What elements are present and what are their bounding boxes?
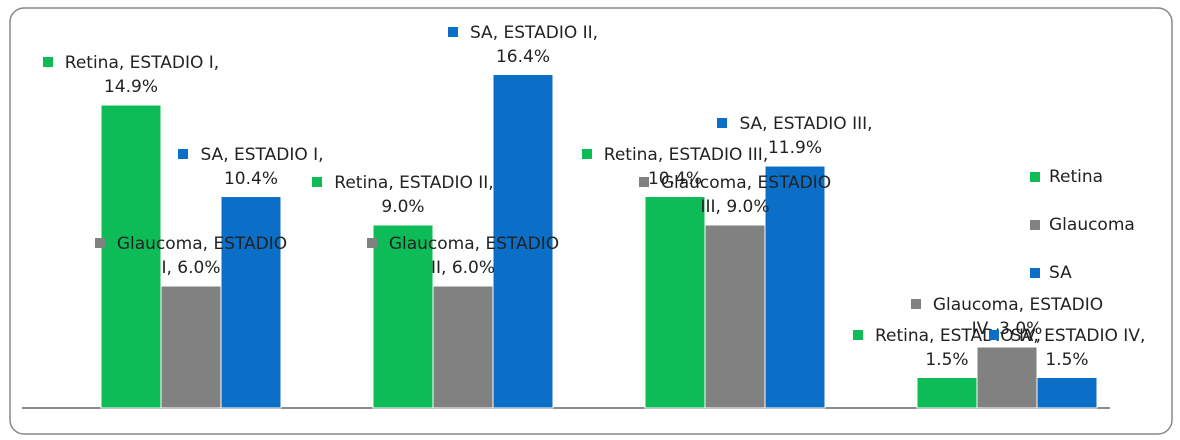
data-label: Retina, ESTADIO III, 10.4% bbox=[575, 143, 775, 191]
label-marker bbox=[178, 148, 189, 159]
label-marker bbox=[447, 26, 458, 37]
legend-label: Glaucoma bbox=[1049, 215, 1135, 235]
label-text: Glaucoma, ESTADIO I, 6.0% bbox=[116, 234, 288, 278]
bar bbox=[220, 196, 282, 409]
legend-label: Retina bbox=[1049, 167, 1103, 187]
label-text: Retina, ESTADIO III, 10.4% bbox=[603, 144, 769, 189]
chart-border bbox=[9, 7, 1173, 435]
data-label: Retina, ESTADIO II, 9.0% bbox=[303, 171, 503, 219]
label-text: SA, ESTADIO III, 11.9% bbox=[739, 114, 873, 159]
bar bbox=[764, 165, 826, 409]
label-marker bbox=[581, 148, 592, 159]
legend-marker bbox=[1030, 268, 1040, 278]
legend-marker bbox=[1030, 172, 1040, 182]
data-label: Retina, ESTADIO I, 14.9% bbox=[31, 51, 231, 99]
bar bbox=[372, 224, 434, 409]
bar bbox=[100, 104, 162, 409]
label-marker bbox=[42, 57, 53, 68]
data-label: SA, ESTADIO IV, 1.5% bbox=[967, 324, 1167, 372]
data-label: Glaucoma, ESTADIO I, 6.0% bbox=[91, 232, 291, 280]
legend-label: SA bbox=[1049, 263, 1072, 283]
bar bbox=[160, 285, 222, 409]
label-marker bbox=[638, 177, 649, 187]
label-marker bbox=[94, 238, 105, 248]
bar bbox=[644, 196, 706, 409]
label-marker bbox=[717, 118, 728, 129]
label-text: Retina, ESTADIO I, 14.9% bbox=[64, 53, 220, 98]
data-label: Glaucoma, ESTADIO III, 9.0% bbox=[635, 171, 835, 219]
label-text: SA, ESTADIO I, 10.4% bbox=[200, 144, 324, 189]
bar bbox=[432, 285, 494, 409]
label-text: Glaucoma, ESTADIO III, 9.0% bbox=[660, 173, 832, 217]
data-label: Retina, ESTADIO IV, 1.5% bbox=[847, 324, 1047, 372]
label-text: SA, ESTADIO II, 16.4% bbox=[469, 22, 599, 67]
data-label: SA, ESTADIO III, 11.9% bbox=[695, 112, 895, 160]
bar bbox=[916, 377, 978, 409]
bar bbox=[492, 74, 554, 409]
label-marker bbox=[988, 329, 999, 340]
data-label: Glaucoma, ESTADIO II, 6.0% bbox=[363, 232, 563, 280]
legend-marker bbox=[1030, 220, 1040, 230]
bar bbox=[704, 224, 766, 409]
label-marker bbox=[312, 177, 323, 187]
data-label: SA, ESTADIO I, 10.4% bbox=[151, 143, 351, 191]
label-marker bbox=[366, 238, 377, 248]
label-text: Retina, ESTADIO II, 9.0% bbox=[334, 173, 494, 217]
label-marker bbox=[852, 329, 863, 340]
label-text: Glaucoma, ESTADIO II, 6.0% bbox=[388, 234, 560, 278]
label-text: Retina, ESTADIO IV, 1.5% bbox=[874, 325, 1042, 370]
bar bbox=[1036, 377, 1098, 409]
label-marker bbox=[910, 299, 921, 309]
data-label: Glaucoma, ESTADIO IV, 3.0% bbox=[907, 293, 1107, 341]
data-label: SA, ESTADIO II, 16.4% bbox=[423, 21, 623, 69]
label-text: SA, ESTADIO IV, 1.5% bbox=[1010, 325, 1146, 370]
